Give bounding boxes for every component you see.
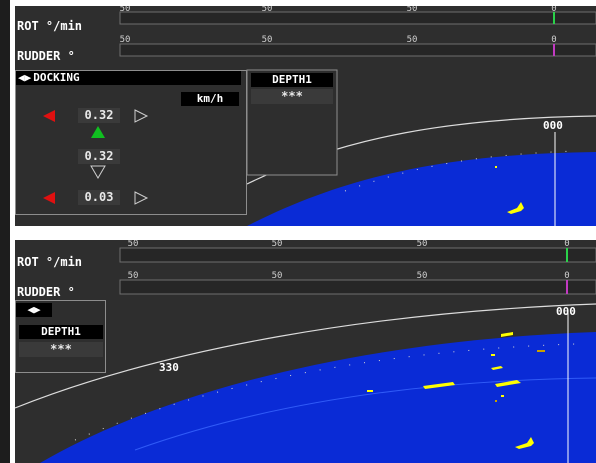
rudder-tick: 50 (128, 272, 139, 281)
rot-tick: 50 (128, 240, 139, 249)
rudder-label: RUDDER ° (17, 286, 75, 298)
rudder-tick: 50 (120, 36, 131, 45)
docking-title: DOCKING (33, 71, 79, 84)
depth-value: *** (251, 89, 333, 104)
rudder-tick: 0 (551, 36, 556, 45)
rot-tick: 0 (551, 6, 556, 14)
heading-readout: 000 (556, 306, 576, 317)
speed-value-bottom: 0.03 (78, 190, 120, 205)
target-echo (501, 332, 513, 337)
speed-unit[interactable]: km/h (181, 92, 239, 106)
rot-tick: 50 (407, 6, 418, 14)
left-sidebar (0, 0, 10, 463)
display-panel-radar: 50 50 50 0 50 50 50 0 ROT °/min RUDDER °… (15, 240, 596, 463)
rudder-tick: 50 (407, 36, 418, 45)
panel-toggle-icon[interactable]: ◀▶ (16, 303, 52, 317)
rot-tick: 0 (564, 240, 569, 249)
rudder-tick: 50 (262, 36, 273, 45)
rot-tick: 50 (120, 6, 131, 14)
docking-header: ◀▶ DOCKING (16, 71, 241, 85)
rudder-tick: 50 (272, 272, 283, 281)
rudder-tick: 0 (564, 272, 569, 281)
depth-label: DEPTH1 (19, 325, 103, 339)
rudder-tick: 50 (417, 272, 428, 281)
speed-value-top: 0.32 (78, 108, 120, 123)
rot-label: ROT °/min (17, 20, 82, 32)
rot-tick: 50 (262, 6, 273, 14)
rudder-label: RUDDER ° (17, 50, 75, 62)
speed-value-mid: 0.32 (78, 149, 120, 164)
rot-tick: 50 (272, 240, 283, 249)
depth-value: *** (19, 342, 103, 357)
heading-readout: 000 (543, 120, 563, 131)
rot-label: ROT °/min (17, 256, 82, 268)
bearing-label: 330 (159, 362, 179, 373)
depth-label: DEPTH1 (251, 73, 333, 87)
sea-area (40, 332, 596, 463)
panel-toggle-icon[interactable]: ◀▶ (16, 71, 33, 84)
rot-tick: 50 (417, 240, 428, 249)
display-panel-docking: 50 50 50 0 50 50 50 0 ROT °/min RUDDER °… (15, 6, 596, 226)
